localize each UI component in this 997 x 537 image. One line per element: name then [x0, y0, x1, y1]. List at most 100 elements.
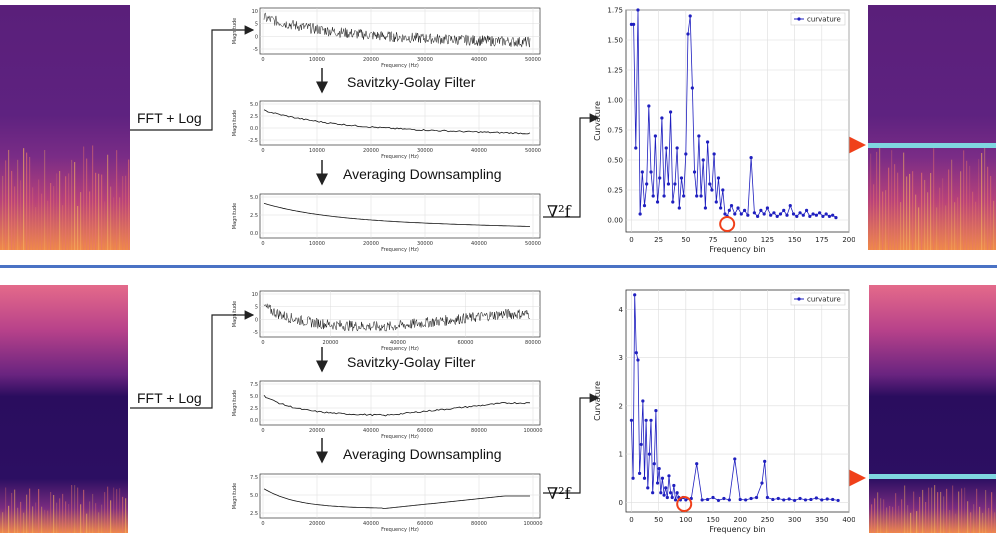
x-tick-label: 200 — [734, 516, 747, 524]
curvature-point — [824, 212, 828, 216]
curvature-point — [673, 498, 678, 502]
y-tick-label: 2.5 — [250, 114, 258, 120]
spectrum-line — [263, 303, 531, 332]
x-tick-label: 50000 — [525, 241, 541, 247]
y-tick-label: 0 — [619, 499, 623, 507]
y-tick-label: 10 — [252, 292, 258, 298]
x-tick-label: 300 — [788, 516, 801, 524]
x-axis-label: Frequency (Hz) — [381, 247, 419, 252]
x-axis-label: Frequency (Hz) — [381, 346, 419, 351]
x-tick-label: 60000 — [458, 340, 474, 346]
y-axis-label: Magnitude — [232, 483, 238, 510]
curvature-point — [714, 200, 718, 204]
curvature-point — [746, 213, 750, 217]
curvature-point — [695, 462, 699, 466]
curvature-point — [723, 212, 727, 216]
curvature-point — [708, 182, 712, 186]
curvature-point — [688, 14, 692, 18]
curvature-point — [659, 491, 663, 495]
y-tick-label: 4 — [619, 306, 624, 314]
y-tick-label: 1.25 — [607, 67, 623, 75]
curvature-point — [771, 497, 775, 502]
y-axis-label: Magnitude — [232, 18, 238, 45]
curvature-point — [785, 213, 789, 217]
spectrum-line — [263, 395, 531, 417]
curvature-point — [803, 498, 808, 502]
curvature-point — [825, 497, 829, 501]
curvature-point — [699, 194, 703, 198]
spectrogram-input-2 — [0, 285, 128, 533]
x-tick-label: 40000 — [363, 428, 379, 434]
curvature-point — [787, 497, 791, 501]
legend-marker — [797, 17, 801, 21]
curvature-point — [798, 496, 802, 501]
curvature-point — [671, 200, 675, 204]
curvature-point — [801, 213, 805, 217]
curvature-point — [675, 146, 679, 150]
x-tick-label: 100 — [679, 516, 692, 524]
chart-legend: curvature — [790, 292, 846, 306]
curvature-point — [733, 212, 737, 216]
curvature-point — [765, 206, 770, 210]
curvature-point — [712, 152, 716, 156]
curvature-point — [657, 466, 661, 471]
x-axis-label: Frequency (Hz) — [381, 154, 419, 159]
curvature-point — [664, 146, 668, 150]
curvature-point — [633, 293, 637, 297]
y-tick-label: -5 — [253, 47, 258, 53]
curvature-point — [690, 86, 694, 90]
curvature-point — [677, 206, 681, 210]
x-tick-label: 25 — [654, 236, 663, 244]
curvature-point — [692, 170, 697, 174]
spectrum-line — [263, 109, 531, 135]
x-tick-label: 10000 — [309, 57, 325, 63]
plot-frame — [259, 473, 541, 519]
smoothed-spectrum-plot-1: 0 10000 20000 30000 40000 50000 5.0 2.5 0.0 -2.5 F… — [232, 100, 541, 159]
curvature-point — [820, 498, 824, 502]
curvature-point — [814, 213, 818, 217]
y-tick-label: 5 — [255, 22, 258, 28]
curvature-point — [695, 194, 699, 198]
y-tick-label: 0 — [255, 34, 258, 40]
curvature-point — [653, 134, 657, 138]
laplacian-label: ∇²f — [547, 202, 571, 221]
curvature-point — [778, 212, 783, 216]
curvature-point — [679, 176, 684, 180]
x-tick-label: 100000 — [523, 428, 542, 434]
cutoff-marker-line — [869, 474, 996, 479]
spectrum-line — [263, 203, 531, 227]
x-tick-label: 80000 — [471, 428, 487, 434]
x-tick-label: 0 — [629, 236, 633, 244]
curvature-point — [629, 418, 634, 422]
y-tick-label: 0 — [255, 317, 258, 323]
curvature-point — [754, 495, 759, 500]
spectrum-line — [263, 12, 531, 48]
curvature-point — [632, 22, 636, 26]
raw-spectrum-plot-1: 0 10000 20000 30000 40000 500001050-5Frequenc… — [232, 7, 541, 68]
x-tick-label: 20000 — [363, 57, 379, 63]
x-tick-label: 0 — [261, 521, 264, 527]
curvature-point — [710, 188, 714, 192]
chart-frame — [625, 289, 850, 513]
curvature-point — [640, 170, 644, 174]
x-axis-label: Frequency (Hz) — [381, 527, 419, 532]
curvature-point — [647, 104, 651, 108]
curvature-point — [673, 182, 677, 186]
curvature-point — [834, 216, 838, 220]
x-tick-label: 100000 — [523, 521, 542, 527]
curvature-point — [782, 208, 786, 212]
y-tick-label: 1 — [619, 451, 623, 459]
y-axis-label: Magnitude — [232, 301, 238, 328]
curvature-point — [716, 176, 721, 180]
spectrogram-input-1 — [0, 5, 130, 250]
curvature-point — [811, 212, 815, 216]
x-tick-label: 350 — [815, 516, 828, 524]
curvature-point — [738, 497, 742, 502]
y-tick-label: -5 — [253, 330, 258, 336]
curvature-point — [775, 214, 779, 218]
x-tick-label: 0 — [261, 57, 264, 63]
y-tick-label: 0.00 — [607, 217, 623, 225]
curvature-point — [665, 495, 669, 500]
y-tick-label: 7.5 — [250, 382, 258, 388]
